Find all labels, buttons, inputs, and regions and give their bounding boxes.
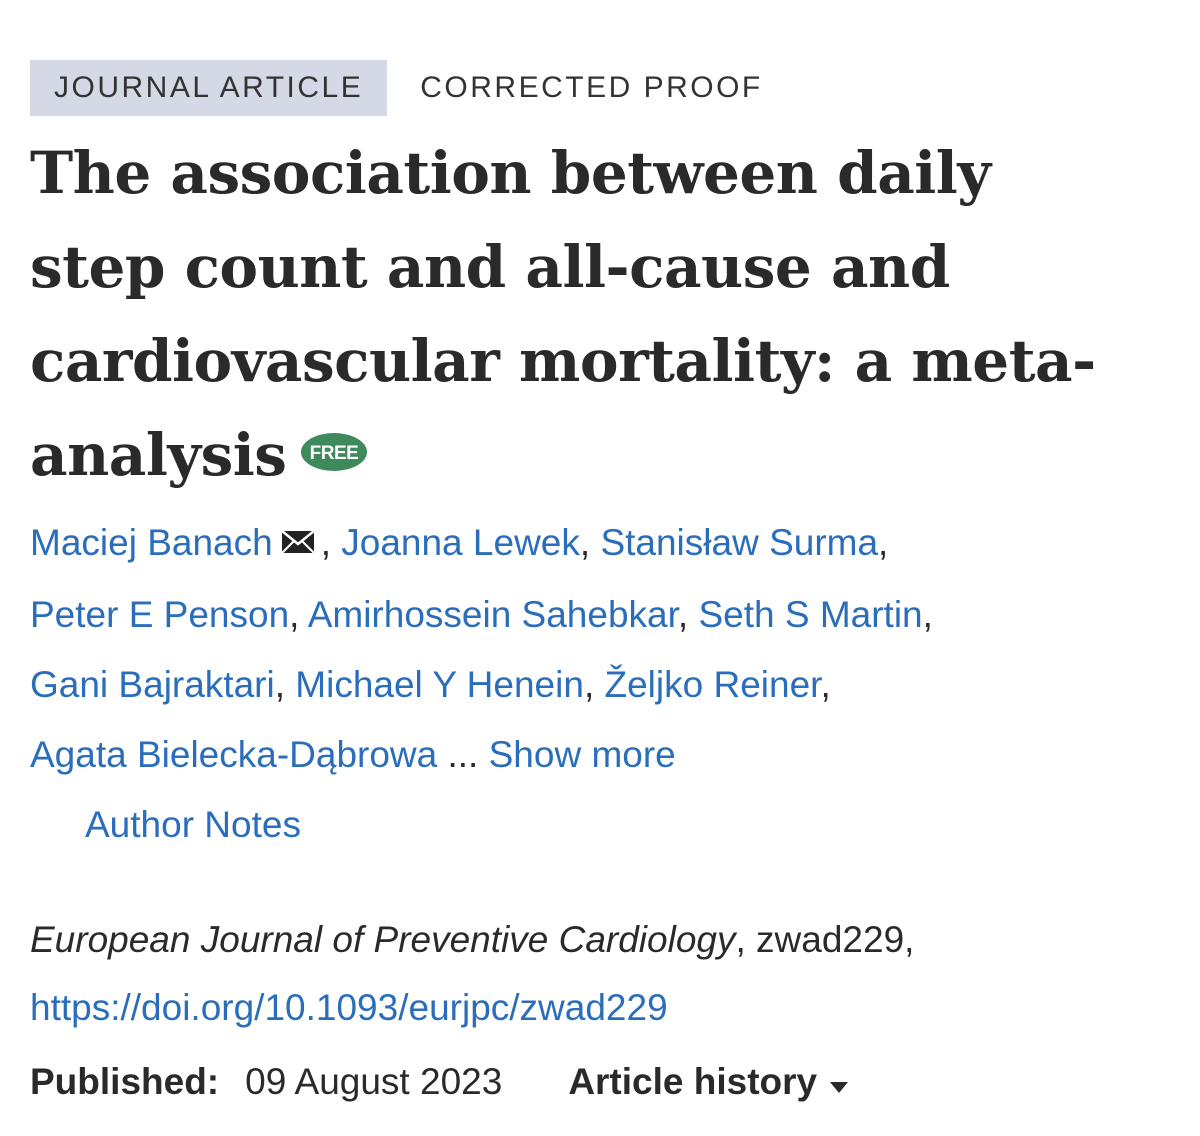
citation: European Journal of Preventive Cardiolog… [30,906,1180,1042]
article-header: JOURNAL ARTICLE CORRECTED PROOF The asso… [30,60,1180,1116]
title-line: The association between daily [30,139,991,207]
article-tags: JOURNAL ARTICLE CORRECTED PROOF [30,60,1180,116]
article-status-tag: CORRECTED PROOF [420,71,763,104]
author-link[interactable]: Željko Reiner [604,664,821,706]
title-line: analysis [30,421,287,489]
free-badge-label: FREE [310,443,359,464]
author-notes-link[interactable]: Author Notes [85,804,301,846]
title-line: step count and all-cause and [30,233,950,301]
published-date: 09 August 2023 [245,1061,503,1103]
journal-name: European Journal of Preventive Cardiolog… [30,919,736,961]
free-access-badge: FREE [300,432,368,472]
publication-info: Published: 09 August 2023 Article histor… [30,1048,1180,1116]
article-title: The association between daily step count… [30,126,1180,502]
title-line: cardiovascular mortality: a meta- [30,327,1096,395]
author-link[interactable]: Agata Bielecka-Dąbrowa [30,734,438,776]
author-link[interactable]: Maciej Banach [30,522,273,563]
show-more-button[interactable]: Show more [488,734,676,776]
author-link[interactable]: Stanisław Surma [600,522,879,563]
author-list: Maciej Banach, Joanna Lewek, Stanisław S… [30,508,1180,860]
article-history-label: Article history [568,1061,818,1103]
article-type-tag: JOURNAL ARTICLE [30,60,388,116]
author-link[interactable]: Seth S Martin [698,594,923,636]
published-label: Published: [30,1061,220,1103]
caret-down-icon [829,1048,849,1116]
mail-icon[interactable] [280,507,315,577]
author-ellipsis: ... [447,734,479,776]
author-link[interactable]: Gani Bajraktari [30,664,275,706]
article-history-toggle[interactable]: Article history [568,1048,849,1116]
author-link[interactable]: Peter E Penson [30,594,290,636]
author-link[interactable]: Joanna Lewek [341,522,580,563]
doi-link[interactable]: https://doi.org/10.1093/eurjpc/zwad229 [30,987,668,1029]
article-id: , zwad229, [735,919,915,961]
author-link[interactable]: Amirhossein Sahebkar [307,594,678,636]
author-link[interactable]: Michael Y Henein [295,664,584,706]
